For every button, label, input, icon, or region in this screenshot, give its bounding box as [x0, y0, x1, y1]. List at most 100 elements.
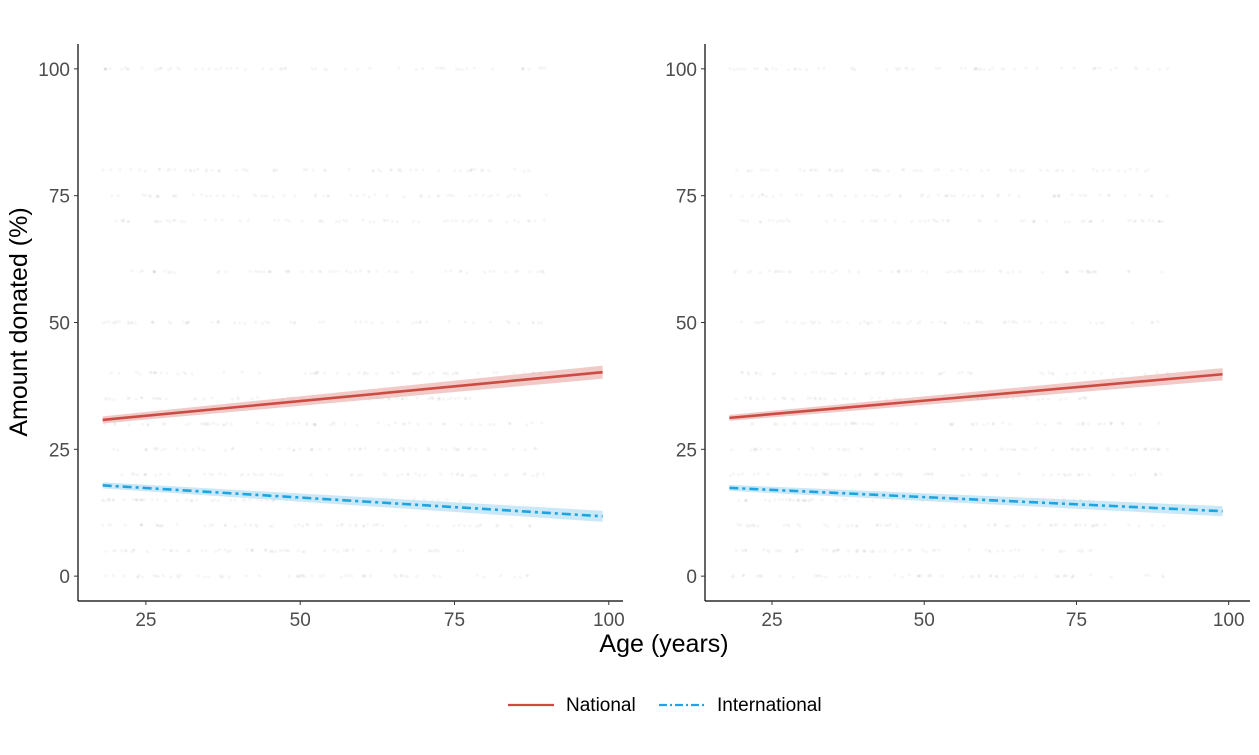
raw-data-point [796, 550, 799, 553]
raw-data-point [844, 422, 847, 425]
raw-data-point [822, 548, 825, 551]
raw-data-point [210, 169, 213, 172]
raw-data-point [759, 271, 762, 274]
raw-data-point [752, 524, 755, 527]
raw-data-point [542, 472, 545, 475]
raw-data-point [896, 270, 899, 273]
raw-data-point [954, 524, 957, 527]
raw-data-point [517, 193, 520, 196]
raw-data-point [1009, 168, 1012, 171]
raw-data-point [861, 220, 864, 223]
raw-data-point [1112, 372, 1115, 375]
raw-data-point [1158, 220, 1161, 223]
raw-data-point [235, 169, 238, 172]
raw-data-point [857, 499, 860, 502]
raw-data-point [216, 194, 219, 197]
raw-data-point [1131, 321, 1134, 324]
raw-data-point [863, 320, 866, 323]
raw-data-point [804, 372, 807, 375]
raw-data-point [991, 66, 994, 69]
raw-data-point [1138, 193, 1141, 196]
raw-data-point [504, 271, 507, 274]
raw-data-point [913, 169, 916, 172]
raw-data-point [803, 169, 806, 172]
raw-data-point [154, 68, 157, 71]
raw-data-point [996, 550, 999, 553]
raw-data-point [449, 270, 452, 273]
raw-data-point [137, 574, 140, 577]
raw-data-point [924, 550, 927, 553]
raw-data-point [201, 68, 204, 71]
raw-data-point [1022, 169, 1025, 172]
raw-data-point [435, 548, 438, 551]
raw-data-point [1019, 169, 1022, 172]
raw-data-point [168, 220, 171, 223]
raw-data-point [345, 269, 348, 272]
raw-data-point [1001, 448, 1004, 451]
raw-data-point [130, 269, 133, 272]
raw-data-point [1166, 195, 1169, 198]
raw-data-point [848, 270, 851, 273]
raw-data-point [1116, 448, 1119, 451]
raw-data-point [537, 321, 540, 324]
raw-data-point [1158, 68, 1161, 71]
y-axis-title: Amount donated (%) [5, 207, 33, 436]
raw-data-point [164, 499, 167, 502]
raw-data-point [821, 498, 824, 501]
raw-data-point [156, 498, 159, 501]
raw-data-point [1096, 169, 1099, 172]
raw-data-point [397, 66, 400, 69]
raw-data-point [1142, 220, 1145, 223]
raw-data-point [455, 372, 458, 375]
raw-data-point [1023, 320, 1026, 323]
raw-data-point [938, 373, 941, 376]
raw-data-point [1038, 523, 1041, 526]
raw-data-point [1063, 473, 1066, 476]
raw-data-point [824, 575, 827, 578]
raw-data-point [939, 320, 942, 323]
raw-data-point [741, 549, 744, 552]
raw-data-point [1065, 271, 1068, 274]
raw-data-point [848, 574, 851, 577]
raw-data-point [464, 397, 467, 400]
raw-data-point [428, 373, 431, 376]
raw-data-point [173, 168, 176, 171]
raw-data-point [300, 220, 303, 223]
raw-data-point [1017, 548, 1020, 551]
raw-data-point [326, 474, 329, 477]
raw-data-point [183, 220, 186, 223]
raw-data-point [960, 67, 963, 70]
raw-data-point [1046, 169, 1049, 172]
raw-data-point [773, 397, 776, 400]
raw-data-point [335, 220, 338, 223]
raw-data-point [151, 498, 154, 501]
raw-data-point [1026, 397, 1029, 400]
raw-data-point [823, 523, 826, 526]
international-confidence-band [102, 482, 603, 522]
y-tick-label: 50 [676, 314, 697, 335]
raw-data-point [1039, 371, 1042, 374]
raw-data-point [1063, 574, 1066, 577]
raw-data-point [318, 448, 321, 451]
raw-data-point [980, 321, 983, 324]
raw-data-point [303, 550, 306, 553]
raw-data-point [102, 322, 105, 325]
raw-data-point [1125, 447, 1128, 450]
raw-data-point [447, 398, 450, 401]
raw-data-point [822, 66, 825, 69]
raw-data-point [812, 423, 815, 426]
raw-data-point [810, 320, 813, 323]
raw-data-point [1022, 524, 1025, 527]
raw-data-point [772, 373, 775, 376]
raw-data-point [229, 499, 232, 502]
raw-data-point [994, 220, 997, 223]
raw-data-point [815, 423, 818, 426]
raw-data-point [244, 523, 247, 526]
raw-data-point [1089, 574, 1092, 577]
raw-data-point [1018, 270, 1021, 273]
raw-data-point [737, 499, 740, 502]
raw-data-point [135, 371, 138, 374]
raw-data-point [367, 270, 370, 273]
raw-data-point [304, 575, 307, 578]
raw-data-point [352, 549, 355, 552]
